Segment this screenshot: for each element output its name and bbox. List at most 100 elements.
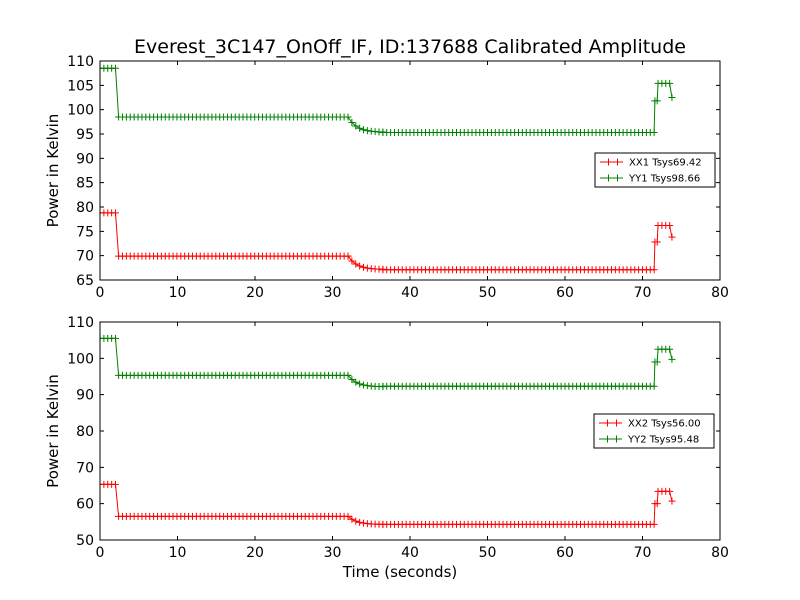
y-tick-label: 80: [76, 424, 94, 440]
data-point: [348, 257, 356, 265]
y-tick-label: 110: [67, 54, 94, 70]
data-point: [360, 126, 367, 134]
y-tick-label: 75: [76, 224, 94, 240]
data-point: [360, 381, 367, 389]
chart-title: Everest_3C147_OnOff_IF, ID:137688 Calibr…: [134, 36, 686, 58]
legend-label: YY2 Tsys95.48: [627, 435, 699, 446]
data-point: [344, 371, 352, 379]
x-tick-label: 50: [479, 285, 497, 301]
legend-entry: XX2 Tsys56.00: [599, 419, 701, 430]
data-point: [650, 266, 658, 274]
y-tick-label: 50: [76, 533, 94, 549]
x-tick-label: 70: [634, 285, 652, 301]
y-tick-label: 80: [76, 200, 94, 216]
legend-entry: XX1 Tsys69.42: [600, 158, 702, 169]
y-tick-label: 85: [76, 176, 94, 192]
series-1-plot1: [100, 209, 676, 274]
y-tick-label: 105: [67, 78, 94, 94]
data-point: [668, 497, 676, 505]
data-point: [650, 129, 658, 137]
top-plot: 0 10 20 30 40 50 60 70 80 65 70 75 80 85 90 95 100 105 110…: [44, 54, 729, 301]
series-markers: [100, 334, 676, 391]
y-axis-label: Power in Kelvin: [44, 374, 62, 488]
series-1-plot2: [100, 480, 676, 528]
data-point: [352, 517, 360, 525]
data-point: [356, 124, 364, 132]
data-point: [348, 376, 356, 384]
x-tick-label: 30: [324, 545, 342, 561]
y-tick-label: 60: [76, 497, 94, 513]
y-tick-label: 100: [67, 103, 94, 119]
data-point: [668, 94, 676, 101]
x-tick-label: 0: [96, 285, 105, 301]
series-2-plot2: [100, 334, 676, 391]
data-point: [352, 260, 360, 268]
x-tick-label: 30: [324, 285, 342, 301]
bottom-plot: 0 10 20 30 40 50 60 70 80 50 60 70 80 90 100 110 Power i…: [44, 315, 729, 581]
data-point: [653, 238, 661, 246]
series-markers: [100, 209, 676, 274]
data-point: [668, 233, 676, 241]
x-tick-label: 80: [711, 545, 729, 561]
legend-label: YY1 Tsys98.66: [628, 174, 700, 185]
y-tick-label: 110: [67, 315, 94, 331]
y-tick-label: 70: [76, 460, 94, 476]
data-point: [363, 264, 371, 272]
data-point: [356, 380, 364, 388]
x-tick-label: 60: [556, 545, 574, 561]
data-point: [650, 382, 658, 390]
legend-label: XX2 Tsys56.00: [628, 419, 701, 430]
y-tick-label: 90: [76, 151, 94, 167]
data-point: [352, 378, 360, 386]
series-markers: [100, 64, 676, 137]
data-point: [112, 334, 119, 342]
y-tick-label: 100: [67, 351, 94, 367]
x-tick-label: 10: [169, 545, 187, 561]
data-point: [653, 500, 661, 508]
legend: XX1 Tsys69.42 YY1 Tsys98.66: [594, 152, 716, 188]
data-point: [348, 118, 356, 126]
x-tick-label: 40: [401, 285, 419, 301]
x-tick-label: 50: [479, 545, 497, 561]
x-tick-label: 10: [169, 285, 187, 301]
x-tick-label: 20: [246, 545, 264, 561]
y-tick-label: 65: [76, 273, 94, 289]
data-point: [666, 79, 674, 87]
data-point: [348, 515, 356, 523]
data-point: [356, 262, 364, 270]
data-point: [112, 209, 119, 217]
x-tick-label: 0: [96, 545, 105, 561]
data-point: [653, 358, 661, 366]
data-point: [668, 355, 676, 363]
data-point: [344, 252, 352, 260]
y-tick-label: 95: [76, 127, 94, 143]
x-tick-label: 80: [711, 285, 729, 301]
data-point: [653, 97, 661, 105]
data-point: [112, 480, 119, 488]
x-tick-label: 60: [556, 285, 574, 301]
y-tick-label: 70: [76, 249, 94, 265]
x-tick-label: 70: [634, 545, 652, 561]
series-markers: [100, 480, 676, 528]
x-axis-label: Time (seconds): [342, 563, 458, 581]
data-point: [650, 520, 658, 528]
y-tick-label: 90: [76, 388, 94, 404]
data-point: [666, 487, 674, 495]
data-point: [352, 122, 360, 130]
legend-entry: YY1 Tsys98.66: [600, 174, 700, 185]
data-point: [356, 518, 364, 526]
data-point: [360, 263, 367, 271]
x-tick-label: 40: [401, 545, 419, 561]
data-point: [666, 345, 674, 353]
data-point: [666, 221, 674, 229]
data-point: [344, 512, 352, 520]
data-point: [112, 64, 119, 72]
data-point: [363, 127, 371, 135]
legend-entry: YY2 Tsys95.48: [599, 435, 699, 446]
legend-label: XX1 Tsys69.42: [629, 158, 702, 169]
legend: XX2 Tsys56.00 YY2 Tsys95.48: [593, 413, 715, 449]
series-2-plot1: [100, 64, 676, 137]
data-point: [344, 113, 352, 121]
